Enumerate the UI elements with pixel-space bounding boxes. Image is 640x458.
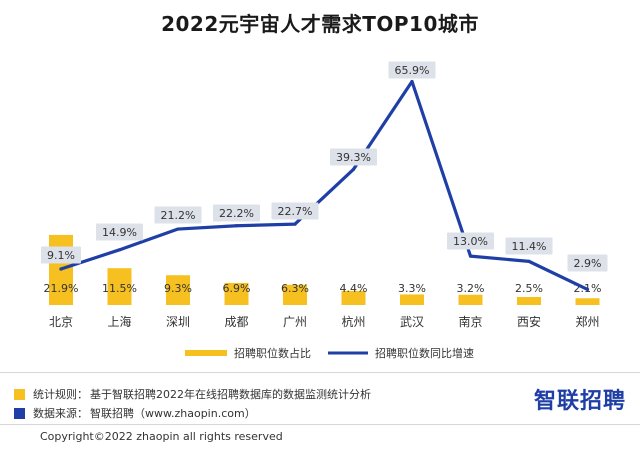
- note-source: 数据来源： 智联招聘（www.zhaopin.com）: [14, 405, 256, 421]
- line-point-3: [234, 224, 239, 228]
- copyright: Copyright©2022 zhaopin all rights reserv…: [40, 430, 283, 443]
- divider: [0, 372, 640, 373]
- line-label-9: 2.9%: [574, 257, 602, 270]
- bar-label-4: 6.3%: [281, 282, 309, 295]
- x-tick-8: 西安: [517, 314, 541, 329]
- line-point-0: [59, 267, 63, 271]
- bar-label-0: 21.9%: [44, 282, 79, 295]
- line-point-8: [527, 259, 531, 263]
- x-tick-9: 郑州: [575, 314, 599, 329]
- x-tick-1: 上海: [107, 314, 131, 329]
- growth-line: [59, 79, 590, 292]
- line-label-7-bg: [447, 232, 494, 250]
- x-tick-7: 南京: [458, 314, 482, 329]
- bar-2: [166, 275, 190, 305]
- bar-9: [575, 298, 600, 305]
- note-rule-text: 基于智联招聘2022年在线招聘数据库的数据监测统计分析: [90, 388, 371, 401]
- line-label-2: 21.2%: [161, 209, 196, 222]
- x-tick-5: 杭州: [341, 314, 365, 329]
- bar-5: [341, 290, 366, 305]
- bar-label-8: 2.5%: [515, 282, 543, 295]
- line-label-5-bg: [330, 148, 377, 166]
- line-label-3-bg: [213, 204, 260, 222]
- note-rule: 统计规则： 基于智联招聘2022年在线招聘数据库的数据监测统计分析: [14, 386, 371, 402]
- line-point-4: [293, 222, 297, 226]
- note-source-text: 智联招聘（www.zhaopin.com）: [90, 407, 256, 420]
- bar-3: [224, 282, 249, 305]
- note-rule-label: 统计规则：: [33, 388, 88, 401]
- line-point-5: [351, 167, 356, 171]
- bar-7: [458, 294, 483, 305]
- line-point-6: [410, 79, 414, 84]
- line-label-8: 11.4%: [512, 240, 547, 253]
- line-label-5: 39.3%: [336, 151, 371, 164]
- line-label-0: 9.1%: [47, 249, 75, 262]
- bar-label-1: 11.5%: [102, 282, 137, 295]
- bar-4: [283, 284, 307, 305]
- note-source-label: 数据来源：: [33, 407, 88, 420]
- line-point-2: [176, 227, 180, 231]
- yellow-square-icon: [14, 388, 25, 400]
- line-label-4: 22.7%: [278, 205, 313, 218]
- line-label-0-bg: [41, 246, 81, 264]
- bar-label-3: 6.9%: [223, 282, 251, 295]
- line-point-7: [468, 254, 473, 258]
- chart: 21.9% 11.5% 9.3% 6.9% 6.3% 4.4% 3.3% 3.2% 2.5% 2.…: [41, 61, 608, 360]
- brand-logo: 智联招聘: [533, 389, 626, 414]
- bar-label-5: 4.4%: [340, 282, 368, 295]
- bar-label-6: 3.3%: [398, 282, 426, 295]
- line-label-1-bg: [96, 223, 143, 241]
- bar-8: [517, 297, 541, 305]
- blue-square-icon: [14, 407, 25, 419]
- bar-1: [107, 268, 132, 305]
- bar-label-2: 9.3%: [164, 282, 192, 295]
- x-tick-3: 成都: [224, 315, 248, 329]
- x-tick-2: 深圳: [166, 315, 190, 329]
- x-tick-6: 武汉: [400, 315, 424, 329]
- line-label-8-bg: [505, 237, 553, 255]
- line-label-9-bg: [567, 254, 608, 272]
- x-tick-0: 北京: [49, 315, 73, 329]
- chart-title: 2022元宇宙人才需求TOP10城市: [161, 12, 479, 36]
- bar-label-7: 3.2%: [457, 282, 485, 295]
- x-tick-4: 广州: [283, 315, 307, 329]
- divider: [0, 424, 640, 425]
- line-label-3: 22.2%: [219, 207, 254, 220]
- line-label-2-bg: [154, 206, 202, 224]
- legend-line-label: 招聘职位数同比增速: [375, 346, 474, 360]
- legend-bar-swatch: [185, 350, 227, 356]
- line-point-9: [585, 287, 590, 292]
- line-label-6-bg: [388, 61, 436, 79]
- bar-6: [400, 294, 424, 305]
- line-point-1: [117, 248, 122, 252]
- line-label-4-bg: [271, 202, 319, 220]
- line-label-6: 65.9%: [395, 64, 430, 77]
- line-label-7: 13.0%: [453, 235, 488, 248]
- legend-bar-label: 招聘职位数占比: [234, 346, 311, 360]
- line-label-1: 14.9%: [102, 226, 137, 239]
